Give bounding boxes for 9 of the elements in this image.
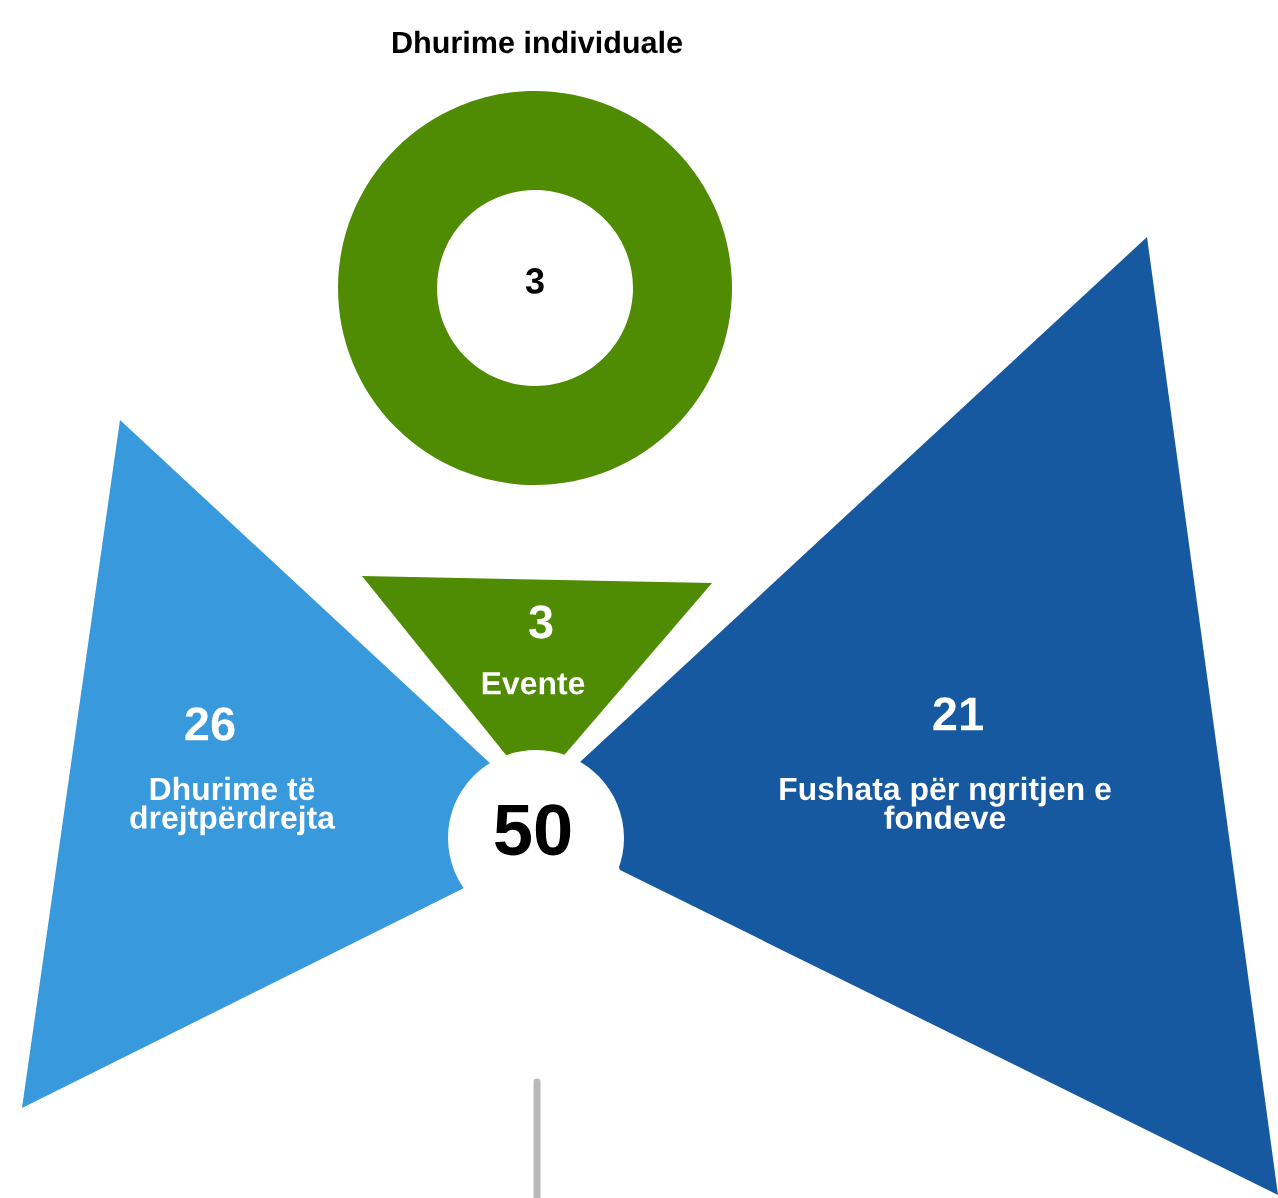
data-label: 3 [525,268,544,294]
data-label: 26 [185,707,235,741]
category-label: Fushata për ngritjen e fondeve [780,776,1111,829]
data-label: 21 [933,697,983,731]
data-label: 3 [528,605,553,639]
category-label: Evente [482,672,585,695]
text: 50 [495,804,571,856]
text: Dhurime individuale [393,30,682,54]
category-label: Dhurime të drejtpërdrejta [130,776,336,836]
